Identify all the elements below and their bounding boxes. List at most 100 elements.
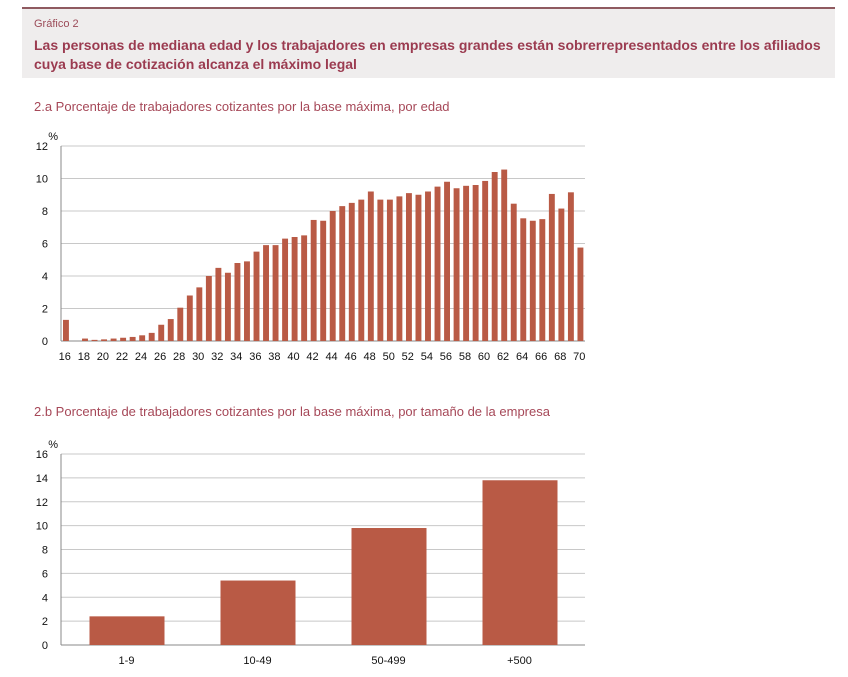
a-x-tick-label: 52 bbox=[402, 351, 414, 363]
a-x-tick-label: 18 bbox=[78, 351, 90, 363]
a-x-tick-label: 46 bbox=[345, 351, 357, 363]
b-y-tick-label: 12 bbox=[36, 497, 48, 509]
a-bar-age-52 bbox=[405, 193, 412, 341]
a-y-tick-label: 8 bbox=[42, 206, 48, 218]
a-bar-age-69 bbox=[567, 192, 574, 341]
chart-b-title: 2.b Porcentaje de trabajadores cotizante… bbox=[34, 404, 550, 419]
a-bar-age-53 bbox=[415, 194, 422, 341]
a-bar-age-44 bbox=[329, 211, 336, 341]
a-x-tick-label: 56 bbox=[440, 351, 452, 363]
a-y-tick-label: 10 bbox=[36, 174, 48, 186]
a-bar-age-38 bbox=[272, 245, 279, 341]
b-y-axis-unit: % bbox=[48, 439, 58, 451]
a-bar-age-64 bbox=[520, 218, 527, 341]
a-x-tick-label: 68 bbox=[554, 351, 566, 363]
a-x-tick-label: 16 bbox=[59, 351, 71, 363]
a-x-tick-label: 60 bbox=[478, 351, 490, 363]
a-bar-age-47 bbox=[358, 199, 365, 341]
chart-title: Las personas de mediana edad y los traba… bbox=[34, 37, 821, 72]
a-bar-age-16 bbox=[63, 319, 69, 341]
a-x-tick-label: 24 bbox=[135, 351, 147, 363]
a-bar-age-42 bbox=[310, 219, 317, 341]
a-bar-age-37 bbox=[263, 245, 269, 341]
a-x-tick-label: 34 bbox=[230, 351, 242, 363]
a-x-tick-label: 54 bbox=[421, 351, 433, 363]
chart-number: Gráfico 2 bbox=[34, 18, 79, 30]
b-x-tick-label: 50-499 bbox=[371, 655, 405, 667]
a-bar-age-68 bbox=[558, 208, 565, 341]
a-x-tick-label: 40 bbox=[287, 351, 299, 363]
a-bar-age-39 bbox=[282, 238, 289, 341]
a-bar-age-29 bbox=[186, 295, 193, 341]
a-x-tick-label: 30 bbox=[192, 351, 204, 363]
b-bar-10-49 bbox=[220, 580, 296, 645]
a-bar-age-33 bbox=[224, 272, 231, 341]
a-x-tick-label: 64 bbox=[516, 351, 528, 363]
a-bar-age-23 bbox=[129, 336, 136, 341]
chart-header: Gráfico 2 Las personas de mediana edad y… bbox=[22, 7, 835, 78]
a-bar-age-27 bbox=[167, 319, 174, 341]
a-bar-age-21 bbox=[110, 338, 117, 341]
a-bar-age-20 bbox=[101, 339, 108, 341]
a-bar-age-50 bbox=[386, 199, 393, 341]
a-x-tick-label: 70 bbox=[573, 351, 585, 363]
a-x-tick-label: 44 bbox=[325, 351, 337, 363]
a-bar-age-36 bbox=[253, 251, 260, 341]
b-y-tick-label: 8 bbox=[42, 545, 48, 557]
b-x-tick-label: 1-9 bbox=[119, 655, 135, 667]
a-bar-age-60 bbox=[482, 180, 489, 341]
a-bar-age-55 bbox=[434, 186, 441, 341]
b-y-tick-label: 0 bbox=[42, 640, 48, 652]
b-x-tick-label: +500 bbox=[507, 655, 532, 667]
b-y-tick-label: 2 bbox=[42, 616, 48, 628]
a-x-tick-label: 58 bbox=[459, 351, 471, 363]
a-bar-age-59 bbox=[472, 185, 479, 341]
a-y-tick-label: 6 bbox=[42, 239, 48, 251]
b-bar-1-9 bbox=[89, 616, 165, 645]
a-bar-age-46 bbox=[348, 202, 355, 341]
b-y-tick-label: 10 bbox=[36, 521, 48, 533]
a-bar-age-28 bbox=[177, 307, 184, 341]
a-bar-age-35 bbox=[244, 261, 250, 341]
a-bar-age-48 bbox=[367, 191, 374, 341]
a-bar-age-22 bbox=[120, 337, 127, 341]
a-bar-age-45 bbox=[339, 206, 346, 341]
b-y-tick-label: 4 bbox=[42, 592, 48, 604]
b-x-tick-label: 10-49 bbox=[243, 655, 271, 667]
a-bar-age-40 bbox=[291, 237, 298, 341]
a-bar-age-49 bbox=[377, 199, 384, 341]
a-bar-age-25 bbox=[148, 332, 155, 341]
a-bar-age-26 bbox=[158, 324, 165, 341]
a-x-tick-label: 62 bbox=[497, 351, 509, 363]
a-bar-age-62 bbox=[501, 169, 508, 341]
a-y-tick-label: 0 bbox=[42, 336, 48, 348]
a-y-axis-unit: % bbox=[48, 131, 58, 143]
a-bar-age-43 bbox=[320, 220, 327, 341]
a-y-tick-label: 12 bbox=[36, 141, 48, 153]
a-x-tick-label: 22 bbox=[116, 351, 128, 363]
a-bar-age-56 bbox=[444, 181, 450, 341]
a-bar-age-31 bbox=[205, 276, 212, 341]
a-x-tick-label: 20 bbox=[97, 351, 109, 363]
a-x-tick-label: 32 bbox=[211, 351, 223, 363]
a-bar-age-61 bbox=[491, 172, 498, 341]
a-bar-age-30 bbox=[196, 287, 203, 341]
a-bar-age-70 bbox=[577, 247, 584, 341]
b-bar-+500 bbox=[482, 480, 558, 645]
a-bar-age-34 bbox=[234, 263, 241, 341]
a-x-tick-label: 50 bbox=[383, 351, 395, 363]
b-y-tick-label: 6 bbox=[42, 568, 48, 580]
a-bar-age-51 bbox=[396, 196, 403, 341]
b-bar-50-499 bbox=[351, 528, 427, 645]
a-y-tick-label: 4 bbox=[42, 271, 48, 283]
a-x-tick-label: 66 bbox=[535, 351, 547, 363]
a-x-tick-label: 48 bbox=[364, 351, 376, 363]
a-bar-age-65 bbox=[529, 220, 536, 341]
a-bar-age-67 bbox=[548, 193, 555, 341]
a-y-tick-label: 2 bbox=[42, 304, 48, 316]
a-bar-age-41 bbox=[301, 235, 308, 341]
b-y-tick-label: 14 bbox=[36, 473, 48, 485]
a-x-tick-label: 36 bbox=[249, 351, 261, 363]
a-bar-age-63 bbox=[510, 203, 517, 341]
